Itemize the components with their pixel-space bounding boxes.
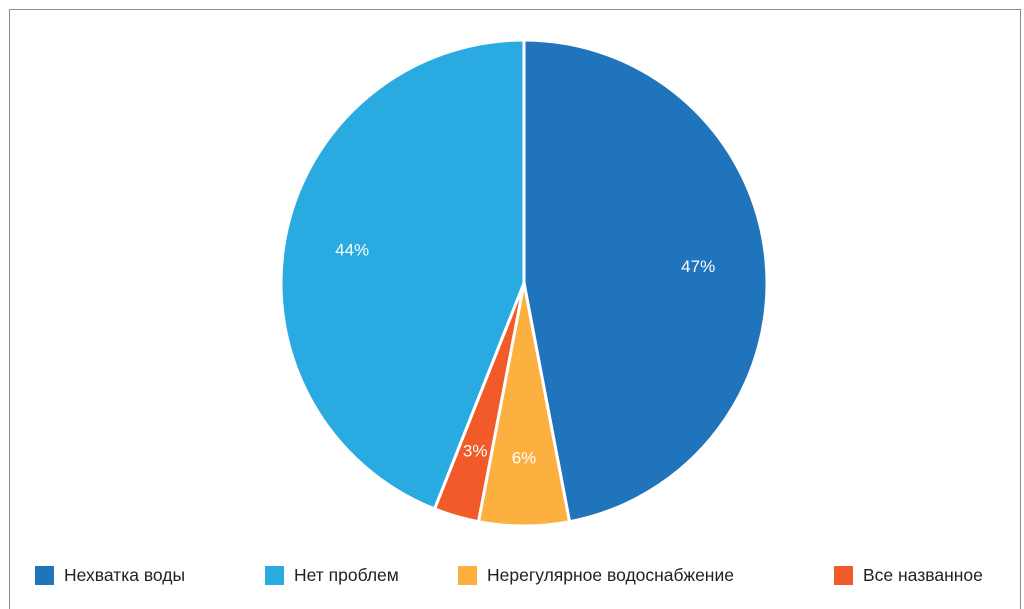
data-label-neregulyarnoe-vodosnabzhenie: 6% [512, 448, 537, 467]
legend-label-net-problem: Нет проблем [294, 564, 399, 585]
pie-slice-nehvatka-vody [522, 38, 769, 524]
legend-swatch-nehvatka-vody [35, 565, 54, 585]
legend-item-vse-nazvannoe: Все названное [834, 562, 983, 588]
legend: Нехватка воды Нет проблем Нерегулярное в… [0, 562, 1024, 588]
legend-item-nehvatka-vody: Нехватка воды [35, 562, 185, 588]
pie-slice-net-problem [279, 38, 526, 511]
legend-swatch-net-problem [265, 565, 284, 585]
legend-label-neregulyarnoe-vodosnabzhenie: Нерегулярное водоснабжение [487, 564, 734, 585]
pie-data-labels: 47% 6% 3% 44% [335, 241, 715, 468]
legend-label-vse-nazvannoe: Все названное [863, 564, 983, 585]
legend-swatch-neregulyarnoe-vodosnabzhenie [458, 565, 477, 585]
chart-frame [9, 9, 1021, 609]
data-label-nehvatka-vody: 47% [681, 257, 715, 276]
data-label-vse-nazvannoe: 3% [463, 442, 488, 461]
pie-slices [279, 38, 769, 528]
legend-item-neregulyarnoe-vodosnabzhenie: Нерегулярное водоснабжение [458, 562, 734, 588]
legend-item-net-problem: Нет проблем [265, 562, 399, 588]
data-label-net-problem: 44% [335, 241, 369, 260]
legend-label-nehvatka-vody: Нехватка воды [64, 564, 186, 585]
legend-swatch-vse-nazvannoe [834, 565, 853, 585]
